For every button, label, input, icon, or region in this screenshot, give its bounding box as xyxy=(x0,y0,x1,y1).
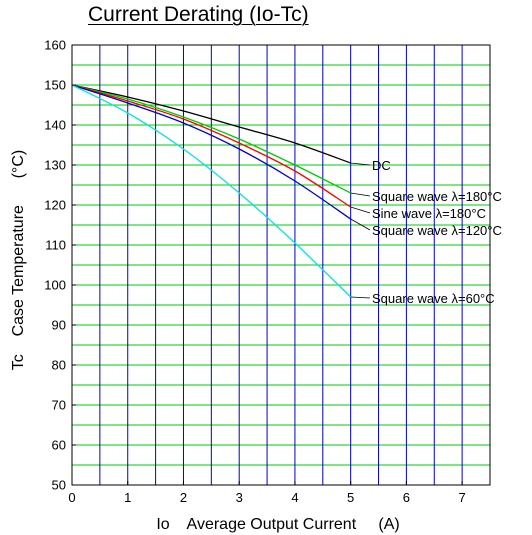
series-label-dc: DC xyxy=(372,158,391,173)
y-tick-label: 110 xyxy=(45,238,66,253)
series-label-square-wave-60-c: Square wave λ=60°C xyxy=(372,291,495,306)
curves xyxy=(71,84,352,298)
x-tick-label: 6 xyxy=(403,490,410,505)
series-label-sine-wave-180-c: Sine wave λ=180°C xyxy=(372,206,486,221)
series-label-square-wave-120-c: Square wave λ=120°C xyxy=(372,223,502,238)
series-line-square-wave-60-c xyxy=(71,84,352,298)
y-tick-label: 130 xyxy=(44,158,66,173)
y-tick-label: 120 xyxy=(44,198,66,213)
series-line-dc xyxy=(71,84,351,164)
x-tick-label: 0 xyxy=(68,490,75,505)
x-tick-label: 3 xyxy=(236,490,243,505)
series-leader-line xyxy=(350,192,371,197)
y-tick-label: 150 xyxy=(44,78,66,93)
series-labels: DC Square wave λ=180°C Sine wave λ=180°C Sq… xyxy=(350,158,502,306)
y-tick-label: 50 xyxy=(52,478,66,493)
plot-frame xyxy=(71,44,491,486)
series-leader-line xyxy=(350,206,371,214)
series-leader-line xyxy=(350,296,371,299)
series-line-square-wave-120-c xyxy=(71,84,352,220)
series-leader-line xyxy=(350,162,371,166)
x-tick-label: 7 xyxy=(459,490,466,505)
tick-labels: 50 60 70 80 90 100 110 120 130 140 150 160 0 1 2 3 4 5 6 7 xyxy=(44,38,465,506)
x-axis-label: Io Average Output Current (A) xyxy=(156,516,399,533)
chart-title: Current Derating (Io-Tc) xyxy=(88,3,309,26)
y-tick-label: 90 xyxy=(52,318,66,333)
series-line-square-wave-180-c xyxy=(71,84,351,194)
y-tick-label: 140 xyxy=(44,118,66,133)
y-tick-label: 70 xyxy=(52,398,66,413)
y-tick-label: 80 xyxy=(52,358,66,373)
x-tick-label: 1 xyxy=(124,490,131,505)
y-axis-label: Tc Case Temperature (°C) xyxy=(10,150,27,370)
x-tick-label: 4 xyxy=(291,490,298,505)
x-tick-label: 2 xyxy=(180,490,187,505)
series-label-square-wave-180-c: Square wave λ=180°C xyxy=(372,189,502,204)
y-tick-label: 60 xyxy=(52,438,66,453)
series-leader-line xyxy=(350,218,371,231)
series-line-sine-wave-180-c xyxy=(71,84,352,208)
y-tick-label: 160 xyxy=(44,38,66,53)
x-tick-label: 5 xyxy=(347,490,354,505)
grid xyxy=(72,45,490,485)
y-tick-label: 100 xyxy=(44,278,66,293)
